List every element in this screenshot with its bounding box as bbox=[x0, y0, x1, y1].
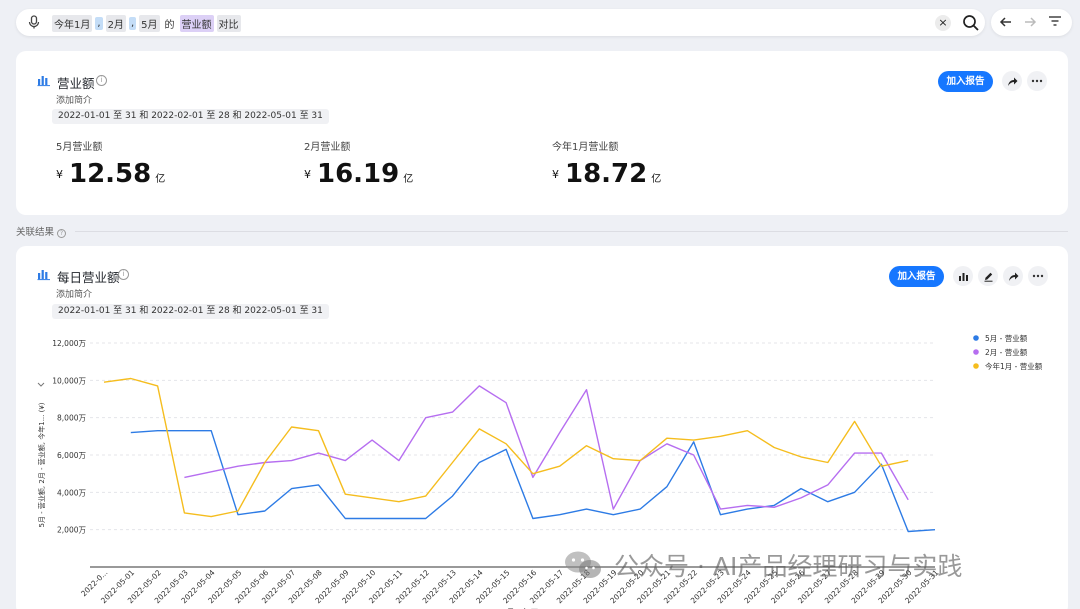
card-title: 营业额 bbox=[57, 76, 95, 91]
date-range-badge: 2022-01-01 至 31 和 2022-02-01 至 28 和 2022… bbox=[52, 304, 329, 319]
currency-symbol: ¥ bbox=[552, 168, 559, 181]
share-icon[interactable] bbox=[1002, 71, 1022, 91]
series-line bbox=[184, 385, 909, 510]
axis-toggle-icon bbox=[37, 382, 45, 387]
more-icon[interactable] bbox=[1027, 71, 1047, 91]
y-tick-label: 6,000万 bbox=[57, 451, 86, 460]
add-to-report-button[interactable]: 加入报告 bbox=[889, 266, 944, 287]
more-icon[interactable] bbox=[1028, 266, 1048, 286]
chart-type-icon[interactable] bbox=[953, 266, 973, 286]
metric-label: 2月营业额 bbox=[304, 142, 351, 153]
card-title: 每日营业额 bbox=[57, 270, 120, 285]
edit-icon[interactable] bbox=[978, 266, 998, 286]
forward-arrow-icon[interactable] bbox=[1023, 15, 1037, 29]
legend-label: 今年1月 - 营业额 bbox=[985, 361, 1043, 371]
y-tick-label: 8,000万 bbox=[57, 414, 86, 423]
series-line bbox=[130, 430, 936, 533]
filter-icon[interactable] bbox=[1048, 15, 1062, 29]
info-icon[interactable]: i bbox=[96, 75, 107, 86]
currency-symbol: ¥ bbox=[304, 168, 311, 181]
add-description[interactable]: 添加简介 bbox=[56, 96, 93, 106]
legend-label: 2月 - 营业额 bbox=[985, 347, 1028, 357]
query-token[interactable]: 对比 bbox=[216, 14, 241, 32]
watermark: 公众号 · AI产品经理研习与实践 bbox=[564, 547, 962, 583]
wechat-logo-icon bbox=[565, 551, 601, 578]
metric-unit: 亿 bbox=[651, 174, 662, 185]
bar-chart-icon bbox=[37, 270, 50, 281]
y-tick-label: 10,000万 bbox=[52, 376, 86, 385]
metric-number: 18.72 bbox=[565, 159, 648, 189]
divider bbox=[75, 231, 1068, 232]
search-query[interactable]: 今年1月, 2月, 5月的营业额 对比 bbox=[52, 14, 244, 32]
metric-number: 16.19 bbox=[317, 159, 400, 189]
x-axis-label: 5月 - 每天 bbox=[501, 607, 538, 609]
search-bar[interactable]: 今年1月, 2月, 5月的营业额 对比 × bbox=[16, 9, 985, 36]
bar-chart-icon bbox=[37, 76, 50, 87]
metric-label: 5月营业额 bbox=[56, 142, 103, 153]
legend-label: 5月 - 营业额 bbox=[985, 333, 1028, 343]
query-token[interactable]: 营业额 bbox=[179, 14, 214, 32]
y-tick-label: 4,000万 bbox=[57, 488, 86, 497]
microphone-icon[interactable] bbox=[26, 14, 42, 30]
legend-marker bbox=[973, 363, 979, 369]
series-line bbox=[103, 377, 909, 518]
legend-marker bbox=[973, 335, 979, 341]
metric-number: 12.58 bbox=[69, 159, 152, 189]
metric-label: 今年1月营业额 bbox=[552, 142, 619, 153]
currency-symbol: ¥ bbox=[56, 168, 63, 181]
info-icon[interactable]: i bbox=[118, 269, 129, 280]
back-arrow-icon[interactable] bbox=[999, 15, 1013, 29]
add-to-report-button[interactable]: 加入报告 bbox=[938, 71, 993, 92]
y-axis-label: 5月 - 营业额, 2月 - 营业额, 今年1... (¥) bbox=[37, 402, 46, 527]
search-icon[interactable] bbox=[962, 14, 980, 32]
metric-unit: 亿 bbox=[155, 174, 166, 185]
legend-marker bbox=[973, 349, 979, 355]
query-token[interactable]: , bbox=[128, 16, 137, 30]
query-token[interactable]: 2月 bbox=[105, 14, 126, 32]
clear-icon[interactable]: × bbox=[935, 15, 951, 31]
query-token[interactable]: 的 bbox=[164, 19, 175, 31]
revenue-card: 营业额 i 添加简介 2022-01-01 至 31 和 2022-02-01 … bbox=[16, 51, 1068, 215]
date-range-badge: 2022-01-01 至 31 和 2022-02-01 至 28 和 2022… bbox=[52, 109, 329, 124]
query-token[interactable]: 5月 bbox=[139, 14, 160, 32]
add-description[interactable]: 添加简介 bbox=[56, 290, 93, 300]
metric-value: ¥12.58 亿 bbox=[56, 159, 165, 189]
query-token[interactable]: 今年1月 bbox=[52, 14, 93, 32]
share-icon[interactable] bbox=[1003, 266, 1023, 286]
related-results-label: 关联结果? bbox=[16, 224, 67, 238]
metric-value: ¥16.19 亿 bbox=[304, 159, 413, 189]
query-token[interactable]: , bbox=[95, 16, 103, 30]
y-tick-label: 12,000万 bbox=[52, 339, 86, 348]
help-icon[interactable]: ? bbox=[57, 229, 67, 238]
nav-controls bbox=[991, 9, 1072, 36]
daily-revenue-card: 每日营业额 i 添加简介 2022-01-01 至 31 和 2022-02-0… bbox=[16, 246, 1068, 609]
metric-value: ¥18.72 亿 bbox=[552, 159, 661, 189]
metric-unit: 亿 bbox=[403, 174, 414, 185]
y-tick-label: 2,000万 bbox=[57, 526, 86, 535]
